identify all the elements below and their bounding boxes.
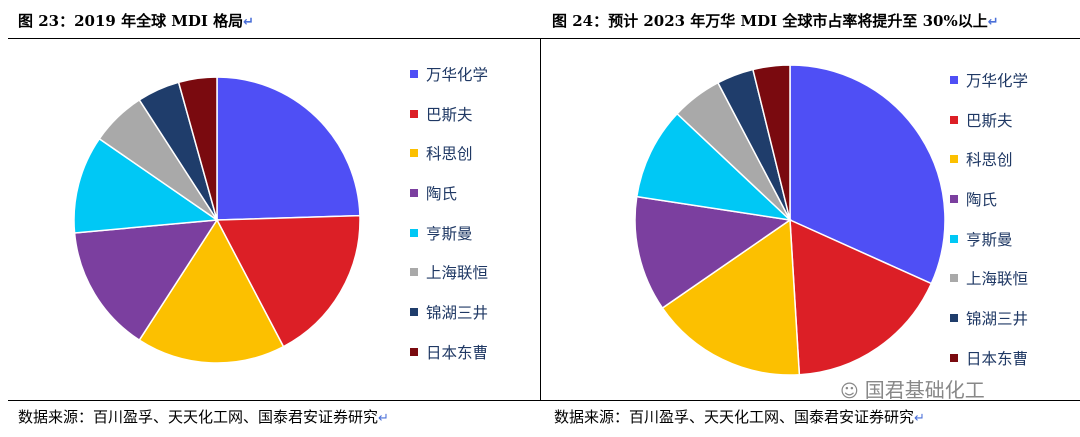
watermark: ☺ 国君基础化工	[840, 378, 985, 402]
legend-item: 万华化学	[410, 54, 488, 94]
legend-label: 万华化学	[966, 71, 1029, 90]
legend-label: 陶氏	[426, 184, 458, 203]
chart-frame	[8, 38, 540, 401]
legend-swatch	[410, 149, 418, 158]
pie-slice-0	[789, 64, 946, 285]
chart-title: 图 24：预计 2023 年万华 MDI 全球市占率将提升至 30%以上↵	[552, 12, 999, 30]
legend-label: 亨斯曼	[966, 230, 1013, 249]
legend-label: 锦湖三井	[426, 303, 489, 322]
legend-swatch	[410, 69, 418, 78]
legend-item: 巴斯夫	[950, 100, 1028, 140]
legend-item: 上海联恒	[950, 258, 1028, 298]
pie-chart-2023	[634, 64, 946, 376]
pie-slice-3	[634, 195, 792, 310]
legend-item: 陶氏	[410, 173, 488, 213]
legend-swatch	[950, 115, 958, 124]
legend-label: 日本东曹	[966, 349, 1029, 368]
chart-panel-2023: 图 24：预计 2023 年万华 MDI 全球市占率将提升至 30%以上↵ 万华…	[540, 0, 1080, 437]
legend-item: 锦湖三井	[950, 298, 1028, 338]
legend-item: 日本东曹	[950, 338, 1028, 378]
legend-item: 巴斯夫	[410, 94, 488, 134]
legend: 万华化学巴斯夫科思创陶氏亨斯曼上海联恒锦湖三井日本东曹	[950, 60, 1028, 378]
legend-swatch	[410, 228, 418, 237]
legend-item: 亨斯曼	[410, 213, 488, 253]
legend-swatch	[410, 188, 418, 197]
pie-slice-1	[789, 218, 933, 376]
legend-item: 万华化学	[950, 60, 1028, 100]
chart-panel-2019: 图 23：2019 年全球 MDI 格局↵ 万华化学巴斯夫科思创陶氏亨斯曼上海联…	[8, 12, 540, 426]
source-note: 数据来源：百川盈孚、天天化工网、国泰君安证券研究↵	[554, 408, 925, 426]
legend-label: 巴斯夫	[966, 111, 1013, 130]
legend-swatch	[950, 234, 958, 243]
chart-frame	[540, 38, 1080, 401]
legend-item: 亨斯曼	[950, 219, 1028, 259]
pie-slice-2	[138, 218, 285, 364]
pie-slice-4	[73, 137, 220, 234]
legend-label: 锦湖三井	[966, 309, 1029, 328]
legend-item: 科思创	[410, 133, 488, 173]
legend-swatch	[410, 268, 418, 277]
legend-label: 陶氏	[966, 190, 998, 209]
legend-item: 日本东曹	[410, 332, 488, 372]
return-mark-icon: ↵	[914, 411, 925, 426]
legend-swatch	[950, 155, 958, 164]
legend-swatch	[950, 313, 958, 322]
legend-label: 科思创	[966, 151, 1013, 170]
wechat-icon: ☺	[840, 381, 859, 402]
legend-label: 上海联恒	[426, 264, 489, 283]
pie-slice-0	[216, 76, 361, 221]
source-note: 数据来源：百川盈孚、天天化工网、国泰君安证券研究↵	[18, 408, 389, 426]
legend-label: 亨斯曼	[426, 224, 473, 243]
pie-slice-7	[177, 76, 218, 221]
return-mark-icon: ↵	[987, 15, 999, 30]
legend-swatch	[410, 307, 418, 316]
legend-label: 科思创	[426, 145, 473, 164]
legend-label: 万华化学	[426, 65, 489, 84]
legend-label: 上海联恒	[966, 270, 1029, 289]
legend-swatch	[950, 274, 958, 283]
pie-slice-4	[635, 112, 793, 222]
return-mark-icon: ↵	[378, 411, 389, 426]
legend-swatch	[950, 353, 958, 362]
chart-title: 图 23：2019 年全球 MDI 格局↵	[18, 12, 255, 30]
legend-swatch	[950, 194, 958, 203]
legend-swatch	[950, 75, 958, 84]
pie-chart-2019	[73, 76, 361, 364]
legend-label: 巴斯夫	[426, 105, 473, 124]
legend-item: 上海联恒	[410, 252, 488, 292]
legend-item: 陶氏	[950, 179, 1028, 219]
pie-slice-2	[661, 218, 801, 376]
pie-slice-7	[751, 64, 791, 221]
legend-swatch	[410, 347, 418, 356]
legend-item: 科思创	[950, 139, 1028, 179]
return-mark-icon: ↵	[243, 15, 255, 30]
legend: 万华化学巴斯夫科思创陶氏亨斯曼上海联恒锦湖三井日本东曹	[410, 54, 488, 372]
legend-item: 锦湖三井	[410, 292, 488, 332]
legend-label: 日本东曹	[426, 343, 489, 362]
pie-slice-3	[73, 219, 219, 342]
pie-slice-1	[215, 214, 361, 348]
legend-swatch	[410, 109, 418, 118]
